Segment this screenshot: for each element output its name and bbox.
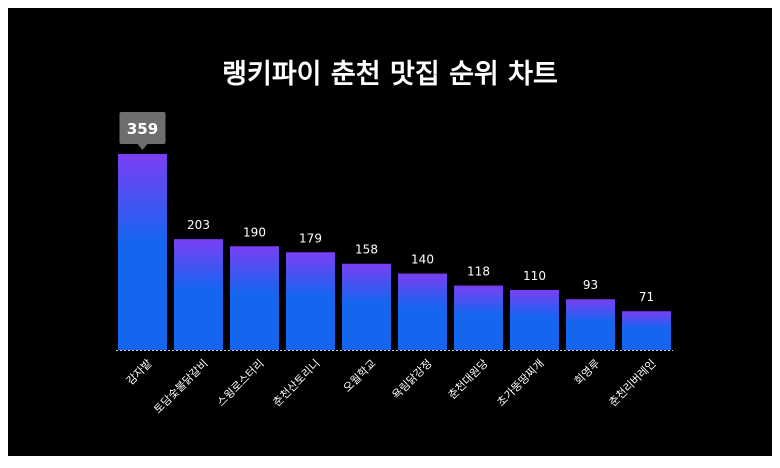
chart-frame: 랭키파이 춘천 맛집 순위 차트 359 감자밭 203 토담숯불닭갈비 190 스윙로스… (8, 8, 772, 456)
category-label-5: 오월학교 (341, 357, 379, 395)
data-label-9: 93 (583, 278, 598, 292)
bar-chart: 359 감자밭 203 토담숯불닭갈비 190 스윙로스터리 179 춘천산토리니 158 오월학… (116, 112, 673, 416)
category-label-6: 욕림닭강정 (390, 357, 435, 402)
category-label-10: 춘천리버레인 (606, 356, 659, 409)
bar-1 (118, 154, 167, 350)
category-label-2: 토담숯불닭갈비 (151, 356, 211, 416)
highlight-callout (119, 112, 166, 144)
data-label-1: 359 (127, 120, 158, 138)
data-label-6: 140 (411, 253, 434, 267)
category-label-8: 초가뚱땅찌개 (494, 357, 546, 409)
bar-3 (230, 246, 279, 350)
data-label-2: 203 (187, 218, 210, 232)
bar-2 (174, 239, 223, 350)
bar-7 (454, 285, 503, 350)
data-label-10: 71 (639, 290, 654, 304)
data-label-7: 118 (467, 265, 490, 279)
category-label-9: 회영루 (572, 357, 603, 388)
data-label-5: 158 (355, 243, 378, 257)
bar-6 (398, 273, 447, 350)
bar-4 (286, 252, 335, 350)
data-label-8: 110 (523, 269, 546, 283)
highlight-callout-pointer (137, 144, 148, 150)
chart-title: 랭키파이 춘천 맛집 순위 차트 (222, 59, 558, 90)
category-label-7: 춘천대원당 (445, 356, 491, 402)
category-label-4: 춘천산토리니 (270, 356, 323, 409)
data-label-4: 179 (299, 231, 322, 245)
data-label-3: 190 (243, 225, 266, 239)
category-label-1: 감자밭 (124, 357, 155, 388)
bar-8 (510, 289, 559, 350)
category-label-3: 스윙로스터리 (214, 357, 266, 409)
bar-9 (566, 299, 615, 350)
bar-5 (342, 263, 391, 350)
bar-10 (622, 311, 671, 350)
